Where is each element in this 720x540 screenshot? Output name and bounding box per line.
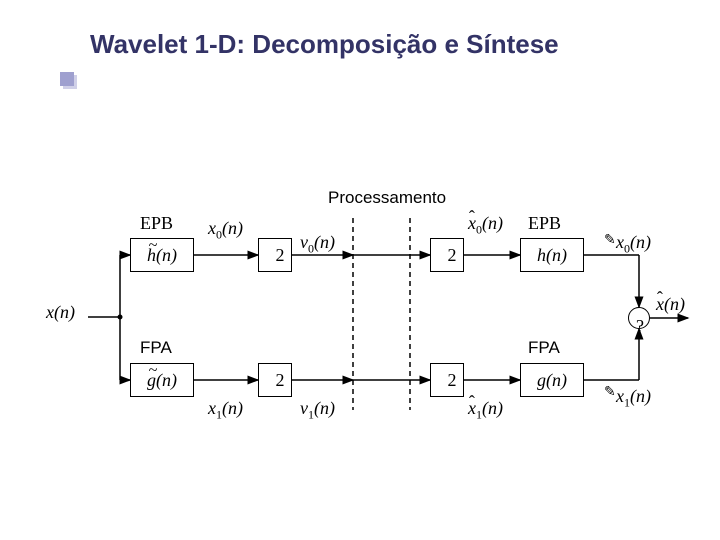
filter-g-label: g(n) [537, 370, 567, 391]
label-xhat0n: x0(n) [468, 213, 503, 238]
label-v1n: v1(n) [300, 398, 335, 423]
label-epb-right: EPB [528, 213, 561, 234]
filter-h-tilde-label: h(n) [147, 245, 177, 266]
label-fpa-right: FPA [528, 338, 560, 358]
upsample-top-box: 2 [430, 238, 464, 272]
title-bullet-icon [60, 72, 80, 92]
filter-h-tilde-box: h(n) [130, 238, 194, 272]
plus-top-icon: ✎ [604, 232, 616, 249]
upsample-top-label: 2 [448, 245, 457, 266]
label-xhat-out: x(n) [656, 294, 685, 315]
label-fpa-left: FPA [140, 338, 172, 358]
filter-g-tilde-label: g(n) [147, 370, 177, 391]
downsample-top-box: 2 [258, 238, 292, 272]
label-x0n-out: x0(n) [616, 232, 651, 257]
label-x1n-out: x1(n) [616, 386, 651, 411]
filter-h-label: h(n) [537, 245, 567, 266]
filter-g-tilde-box: g(n) [130, 363, 194, 397]
downsample-bot-label: 2 [276, 370, 285, 391]
downsample-top-label: 2 [276, 245, 285, 266]
label-epb-left: EPB [140, 213, 173, 234]
downsample-bot-box: 2 [258, 363, 292, 397]
diagram-wires [0, 0, 720, 540]
plus-bot-icon: ✎ [604, 384, 616, 401]
label-v0n: v0(n) [300, 232, 335, 257]
page-title: Wavelet 1-D: Decomposição e Síntese [90, 28, 650, 62]
filter-g-box: g(n) [520, 363, 584, 397]
label-processamento: Processamento [328, 188, 446, 208]
filter-h-box: h(n) [520, 238, 584, 272]
question-sum-icon: ? [636, 316, 644, 337]
upsample-bot-box: 2 [430, 363, 464, 397]
upsample-bot-label: 2 [448, 370, 457, 391]
label-x-input: x(n) [46, 302, 75, 323]
label-x1n: x1(n) [208, 398, 243, 423]
label-x0n: x0(n) [208, 218, 243, 243]
label-xhat1n: x1(n) [468, 398, 503, 423]
